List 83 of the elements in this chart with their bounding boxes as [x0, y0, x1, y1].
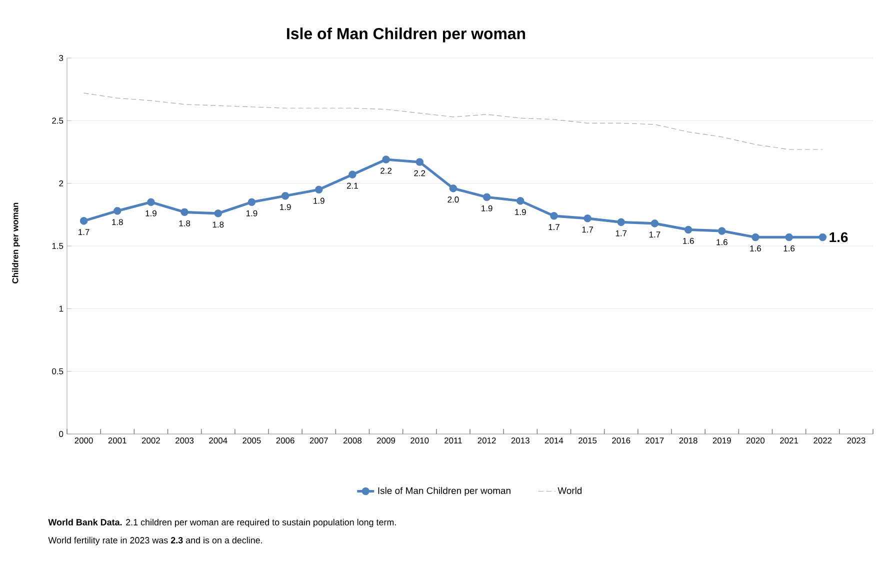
point — [214, 210, 222, 218]
x-tick-label: 2012 — [478, 438, 496, 444]
point — [785, 233, 793, 242]
x-tick-label: 2014 — [544, 438, 564, 444]
data-label: 1.6 — [716, 239, 728, 246]
x-tick-label: 2019 — [712, 438, 731, 444]
data-label: 1.9 — [146, 210, 156, 216]
data-label: 2.2 — [414, 170, 426, 176]
point — [80, 217, 88, 225]
x-tick-label: 2013 — [511, 438, 530, 444]
x-tick-label: 2002 — [142, 438, 160, 444]
point — [482, 193, 491, 201]
data-label: 1.6 — [683, 238, 694, 244]
data-label: 1.9 — [314, 198, 324, 204]
data-label: 1.9 — [280, 204, 291, 210]
x-tick-label: 2005 — [242, 438, 261, 444]
x-tick-label: 2001 — [108, 438, 126, 444]
x-tick-label: 2011 — [444, 438, 462, 444]
point — [147, 198, 155, 206]
text: World Bank Data. 2.1 children per woman are required to sustain population long term. — [48, 518, 396, 528]
x-tick-label: 2003 — [176, 438, 194, 444]
y-tick-label: 3 — [59, 55, 64, 61]
data-label: 1.8 — [179, 220, 190, 226]
point — [416, 158, 424, 166]
data-label: 1.8 — [212, 222, 224, 228]
point — [281, 192, 290, 200]
y-tick-label: 1 — [59, 306, 64, 312]
data-label: 1.7 — [78, 229, 90, 235]
data-label: 1.7 — [582, 226, 594, 232]
point — [180, 208, 188, 216]
point — [113, 207, 122, 215]
x-tick-label: 2015 — [578, 438, 597, 444]
data-label: 1.6 — [784, 245, 795, 252]
x-tick-label: 2000 — [74, 438, 93, 444]
x-tick-label: 2018 — [679, 438, 698, 444]
x-tick-label: 2009 — [377, 438, 396, 444]
data-label: 1.6 — [750, 245, 761, 252]
y-tick-label: 0 — [59, 431, 64, 437]
point — [516, 196, 524, 205]
y-tick-label: 2 — [59, 180, 64, 186]
point — [348, 170, 356, 178]
x-tick-label: 2004 — [209, 438, 228, 444]
data-label: 2.0 — [448, 196, 459, 203]
point — [818, 233, 827, 242]
y-axis-title: Children per woman — [12, 202, 20, 284]
x-tick-label: 2006 — [276, 438, 294, 444]
x-tick-label: 2020 — [746, 438, 765, 444]
legend-label: Isle of Man Children per woman — [378, 487, 510, 496]
point — [617, 218, 626, 226]
x-tick-label: 2023 — [847, 438, 866, 444]
x-tick-label: 2010 — [410, 438, 429, 444]
point — [684, 226, 692, 234]
point — [248, 198, 256, 206]
point — [449, 184, 458, 192]
data-label: 1.6 — [830, 232, 848, 242]
data-label: 1.8 — [112, 219, 123, 226]
x-tick-label: 2008 — [343, 438, 362, 444]
chart-title: Isle of Man Children per woman — [287, 28, 526, 42]
x-tick-label: 2022 — [814, 438, 832, 444]
text: World fertility rate in 2023 was 2.3 and is on a decline. — [48, 536, 262, 546]
data-label: 1.9 — [482, 205, 492, 212]
point — [752, 233, 760, 242]
y-tick-label: 1.5 — [52, 243, 64, 249]
data-label: 1.9 — [246, 210, 258, 216]
point — [314, 186, 323, 194]
point — [550, 212, 558, 220]
data-label: 1.7 — [548, 224, 560, 230]
x-tick-label: 2007 — [310, 438, 328, 444]
x-tick-label: 2016 — [612, 438, 630, 444]
point — [718, 227, 726, 235]
data-label: 1.7 — [649, 232, 660, 238]
y-tick-label: 0.5 — [52, 368, 64, 374]
point — [382, 156, 390, 164]
data-label: 1.7 — [616, 230, 627, 236]
data-label: 2.2 — [380, 168, 392, 174]
legend-label: World — [558, 487, 582, 494]
x-tick-label: 2017 — [646, 438, 664, 444]
point — [650, 220, 659, 228]
y-tick-label: 2.5 — [52, 118, 64, 124]
point — [584, 214, 592, 222]
data-label: 2.1 — [347, 182, 358, 189]
data-label: 1.9 — [515, 209, 526, 216]
x-tick-label: 2021 — [780, 438, 798, 444]
